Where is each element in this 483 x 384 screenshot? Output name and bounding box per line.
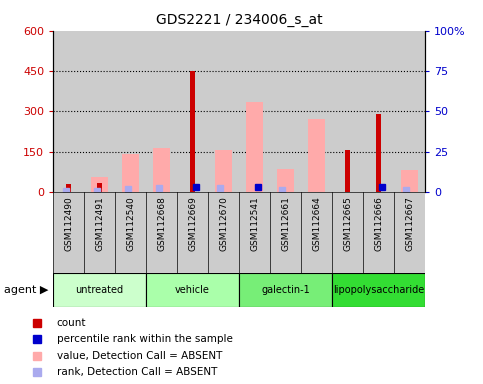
- Bar: [53, 31, 84, 192]
- Text: untreated: untreated: [75, 285, 124, 295]
- Bar: [277, 169, 294, 192]
- Bar: [394, 31, 425, 192]
- Text: GSM112664: GSM112664: [312, 196, 321, 251]
- Text: GSM112541: GSM112541: [250, 196, 259, 251]
- Text: galectin-1: galectin-1: [261, 285, 310, 295]
- Bar: [215, 150, 232, 192]
- Bar: [208, 31, 239, 192]
- Text: GSM112661: GSM112661: [281, 196, 290, 251]
- Bar: [53, 273, 146, 307]
- Text: GSM112491: GSM112491: [95, 196, 104, 251]
- Text: GSM112490: GSM112490: [64, 196, 73, 251]
- Bar: [91, 177, 108, 192]
- Bar: [345, 150, 350, 192]
- Text: value, Detection Call = ABSENT: value, Detection Call = ABSENT: [57, 351, 222, 361]
- Bar: [332, 273, 425, 307]
- Title: GDS2221 / 234006_s_at: GDS2221 / 234006_s_at: [156, 13, 322, 27]
- Text: GSM112668: GSM112668: [157, 196, 166, 251]
- Bar: [153, 148, 170, 192]
- Text: GSM112669: GSM112669: [188, 196, 197, 251]
- Bar: [270, 31, 301, 192]
- Bar: [177, 31, 208, 192]
- Bar: [190, 71, 196, 192]
- Text: vehicle: vehicle: [175, 285, 210, 295]
- Text: GSM112665: GSM112665: [343, 196, 352, 251]
- Text: GSM112670: GSM112670: [219, 196, 228, 251]
- Text: GSM112667: GSM112667: [405, 196, 414, 251]
- Text: percentile rank within the sample: percentile rank within the sample: [57, 334, 233, 344]
- Text: GSM112666: GSM112666: [374, 196, 383, 251]
- Bar: [115, 31, 146, 192]
- Bar: [122, 154, 139, 192]
- Text: agent ▶: agent ▶: [4, 285, 48, 295]
- Bar: [146, 31, 177, 192]
- Bar: [308, 119, 325, 192]
- Bar: [363, 31, 394, 192]
- Bar: [246, 102, 263, 192]
- Bar: [97, 183, 102, 192]
- Text: GSM112540: GSM112540: [126, 196, 135, 251]
- Bar: [66, 184, 71, 192]
- Bar: [239, 273, 332, 307]
- Bar: [239, 31, 270, 192]
- Bar: [401, 170, 418, 192]
- Text: count: count: [57, 318, 86, 328]
- Bar: [84, 31, 115, 192]
- Bar: [146, 273, 239, 307]
- Text: lipopolysaccharide: lipopolysaccharide: [333, 285, 424, 295]
- Text: rank, Detection Call = ABSENT: rank, Detection Call = ABSENT: [57, 367, 217, 377]
- Bar: [376, 114, 382, 192]
- Bar: [301, 31, 332, 192]
- Bar: [332, 31, 363, 192]
